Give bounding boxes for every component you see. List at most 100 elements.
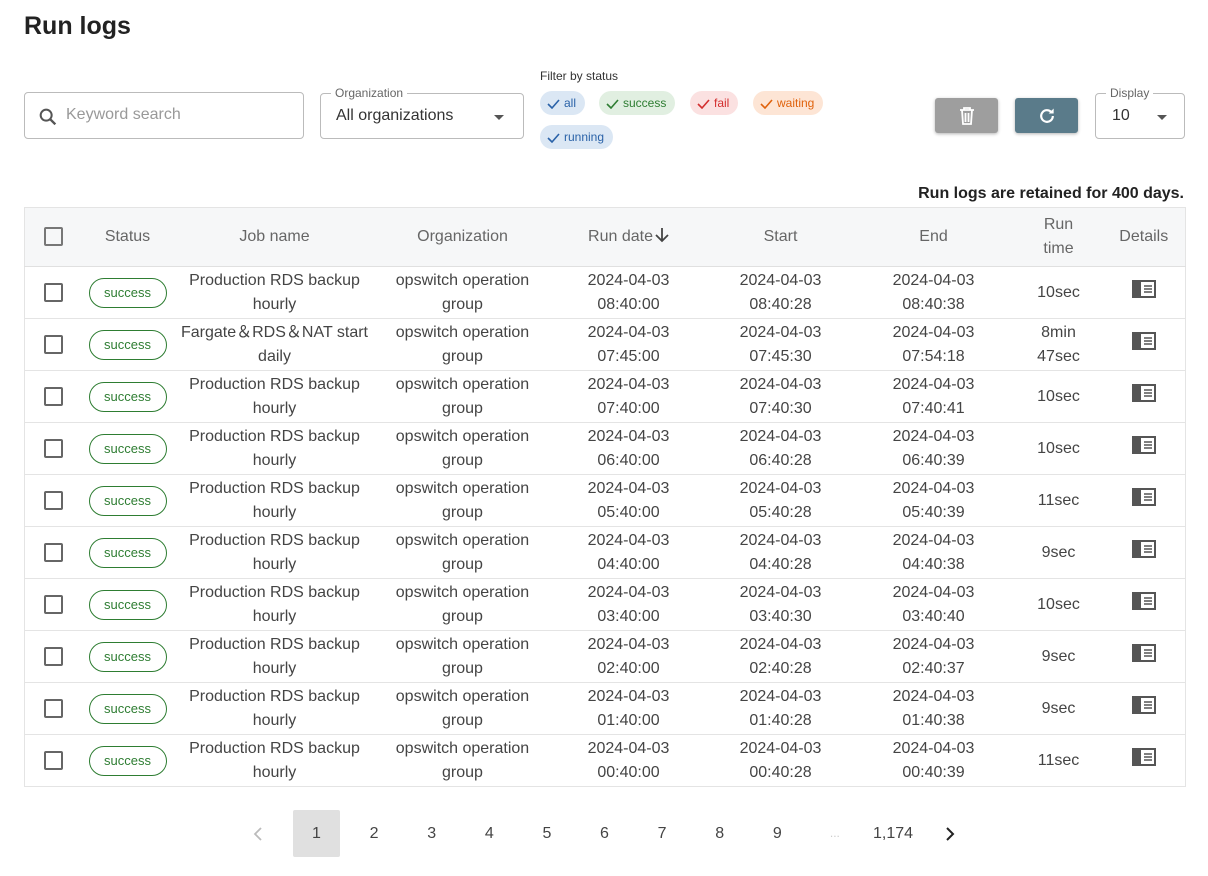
details-icon[interactable]	[1131, 487, 1156, 506]
refresh-icon	[1039, 108, 1054, 123]
details-icon[interactable]	[1131, 279, 1156, 298]
details-icon[interactable]	[1131, 591, 1156, 610]
check-icon	[606, 99, 619, 110]
table-cell: 2024-04-03 05:40:28	[708, 474, 853, 527]
table-row: success Production RDS backup hourly opswi…	[24, 682, 1186, 735]
column-header: Run time	[1014, 207, 1103, 267]
table-cell: 2024-04-03 06:40:28	[708, 422, 853, 475]
details-icon[interactable]	[1131, 435, 1156, 454]
table-cell: opswitch operation group	[376, 734, 549, 787]
cell-text: 2024-04-03 07:40:00	[587, 375, 670, 417]
cell-text: Production RDS backup hourly	[189, 531, 360, 573]
status-badge: success	[88, 641, 167, 672]
details-icon[interactable]	[1131, 331, 1156, 350]
details-icon[interactable]	[1131, 643, 1156, 662]
cell-text: 2024-04-03 07:40:41	[892, 375, 975, 417]
details-icon[interactable]	[1131, 539, 1156, 558]
search-placeholder: Keyword search	[66, 106, 181, 123]
cell-text: 2024-04-03 07:40:30	[739, 375, 822, 417]
delete-button[interactable]	[935, 98, 998, 133]
prev-page[interactable]	[253, 827, 263, 841]
next-page[interactable]	[945, 827, 955, 841]
display-label: Display	[1106, 86, 1154, 100]
checkbox[interactable]	[44, 646, 64, 666]
check-icon	[697, 99, 710, 110]
details-cell	[1102, 682, 1186, 735]
checkbox[interactable]	[44, 282, 64, 302]
checkbox[interactable]	[44, 227, 64, 247]
cell-text: 2024-04-03 07:45:00	[587, 323, 670, 365]
select-cell	[24, 682, 83, 735]
checkbox[interactable]	[44, 490, 64, 510]
table-cell: 10sec	[1014, 578, 1103, 631]
search-box[interactable]: Keyword search	[24, 92, 304, 139]
table-cell: 2024-04-03 08:40:38	[852, 266, 1015, 319]
status-badge: success	[88, 693, 167, 724]
column-header: End	[852, 207, 1015, 267]
status-chip[interactable]: waiting	[753, 91, 824, 115]
cell-text: 2024-04-03 02:40:00	[587, 635, 670, 677]
sort-icon[interactable]	[655, 227, 669, 243]
checkbox[interactable]	[44, 594, 64, 614]
table-cell: Production RDS backup hourly	[172, 474, 377, 527]
details-cell	[1102, 630, 1186, 683]
checkbox[interactable]	[44, 334, 64, 354]
check-icon	[547, 133, 560, 144]
details-icon[interactable]	[1131, 747, 1156, 766]
page-button[interactable]: 7	[657, 825, 667, 842]
cell-text: 10sec	[1037, 387, 1080, 405]
search-icon	[39, 108, 57, 126]
status-chip[interactable]: success	[599, 91, 676, 115]
table-cell: success	[82, 370, 173, 423]
status-chip[interactable]: fail	[690, 91, 739, 115]
page-button[interactable]: 2	[369, 825, 379, 842]
details-icon[interactable]	[1131, 383, 1156, 402]
header-row: Status Job name Organization Run date Start E…	[24, 207, 1186, 267]
cell-text: 2024-04-03 08:40:28	[739, 271, 822, 313]
table-cell: 2024-04-03 02:40:28	[708, 630, 853, 683]
cell-text: opswitch operation group	[395, 271, 530, 313]
checkbox[interactable]	[44, 750, 64, 770]
select-cell	[24, 266, 83, 319]
table-cell: 2024-04-03 07:40:30	[708, 370, 853, 423]
page-button[interactable]: 3	[427, 825, 437, 842]
table-cell: success	[82, 734, 173, 787]
table-cell: 2024-04-03 07:45:00	[548, 318, 709, 371]
column-header-text: Job name	[239, 228, 310, 245]
cell-text: 2024-04-03 00:40:39	[892, 739, 975, 781]
checkbox[interactable]	[44, 438, 64, 458]
table-cell: Production RDS backup hourly	[172, 682, 377, 735]
page-button[interactable]: 5	[542, 825, 552, 842]
check-icon	[760, 99, 773, 110]
table-cell: 2024-04-03 02:40:37	[852, 630, 1015, 683]
cell-text: opswitch operation group	[395, 375, 530, 417]
table-cell: 2024-04-03 07:40:41	[852, 370, 1015, 423]
display-select[interactable]: Display 10	[1095, 86, 1185, 139]
details-cell	[1102, 266, 1186, 319]
table-cell: 2024-04-03 03:40:00	[548, 578, 709, 631]
page-button[interactable]: 4	[484, 825, 494, 842]
checkbox[interactable]	[44, 542, 64, 562]
checkbox[interactable]	[44, 386, 64, 406]
checkbox[interactable]	[44, 698, 64, 718]
cell-text: 2024-04-03 06:40:00	[587, 427, 670, 469]
status-chip[interactable]: all	[540, 91, 586, 115]
status-chip[interactable]: running	[540, 125, 614, 149]
column-header-text: End	[919, 228, 948, 245]
organization-select[interactable]: Organization All organizations	[320, 86, 524, 139]
table-cell: 10sec	[1014, 266, 1103, 319]
table-cell: 2024-04-03 01:40:38	[852, 682, 1015, 735]
page-button[interactable]: 1,174	[872, 825, 914, 842]
cell-text: 2024-04-03 01:40:38	[892, 687, 975, 729]
details-icon[interactable]	[1131, 695, 1156, 714]
cell-text: opswitch operation group	[395, 323, 530, 365]
page-button[interactable]: 9	[772, 825, 782, 842]
page-button[interactable]: 8	[715, 825, 725, 842]
select-cell	[24, 370, 83, 423]
page-button[interactable]: 1	[293, 810, 340, 857]
page-button[interactable]: 6	[600, 825, 609, 842]
column-header-text: Status	[104, 228, 151, 245]
table-row: success Production RDS backup hourly opswi…	[24, 734, 1186, 787]
refresh-button[interactable]	[1015, 98, 1078, 133]
delete-icon	[959, 106, 974, 125]
